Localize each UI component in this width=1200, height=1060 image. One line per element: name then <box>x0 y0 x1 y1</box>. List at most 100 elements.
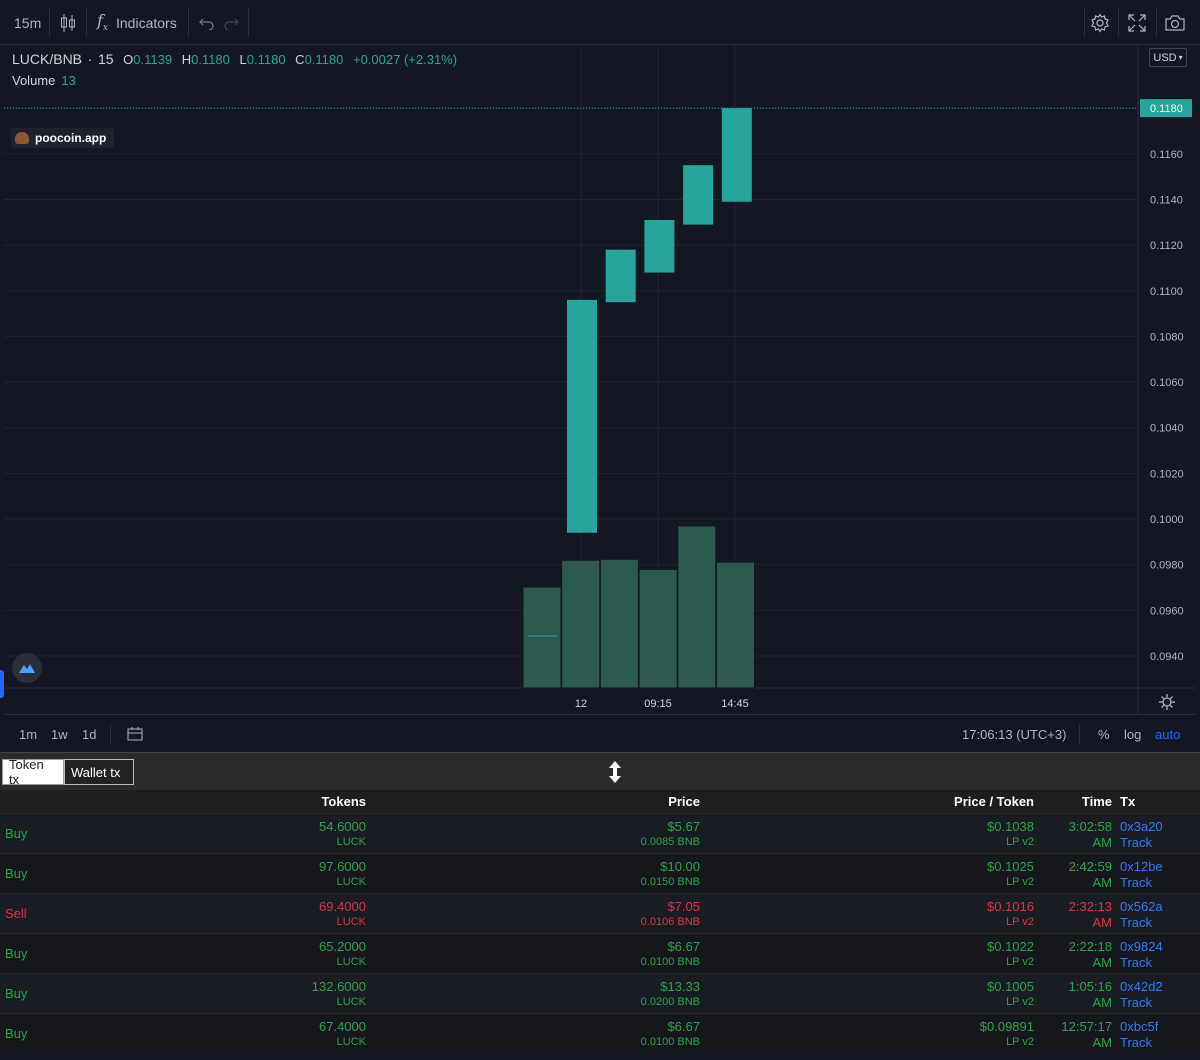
candle-body <box>567 299 597 533</box>
time-ampm: AM <box>1092 1034 1113 1050</box>
time-value: 12:57:17 <box>1061 1018 1112 1034</box>
clock-readout[interactable]: 17:06:13 (UTC+3) <box>962 715 1066 753</box>
price-per-token: $0.1016 <box>987 898 1034 914</box>
price-chart[interactable]: 0.0940 0.0960 0.0980 0.1000 0.1020 0.1040 0.10… <box>4 45 1196 752</box>
tx-hash-link[interactable]: 0xbc5f <box>1120 1018 1159 1034</box>
price-per-token-cell: $0.1025 LP v2 <box>700 853 1034 893</box>
vertical-resize-icon[interactable] <box>608 760 622 789</box>
toolbar-divider <box>1156 8 1157 37</box>
candle-body <box>644 219 675 273</box>
last-price-label: 0.1180 <box>1150 103 1183 115</box>
tokens-cell: 65.2000 LUCK <box>80 933 366 973</box>
camera-icon[interactable] <box>1164 0 1186 45</box>
volume-bar <box>716 561 755 689</box>
panel-divider: Token tx Wallet tx <box>0 752 1200 790</box>
time-cell: 3:02:58 AM <box>1034 813 1112 853</box>
table-row: Buy 54.6000 LUCK $5.67 0.0085 BNB $0.1038 LP v… <box>0 813 1200 853</box>
time-cell: 2:32:13 AM <box>1034 893 1112 933</box>
token-amount: 54.6000 <box>319 818 366 834</box>
volume-bar <box>599 558 639 689</box>
track-link[interactable]: Track <box>1120 954 1153 970</box>
change-value: +0.0027 (+2.31%) <box>352 52 458 67</box>
auto-toggle[interactable]: auto <box>1155 715 1180 753</box>
toolbar-divider <box>49 8 50 37</box>
tx-cell: 0xbc5f Track <box>1112 1013 1200 1053</box>
tokens-header: Tokens <box>80 790 366 813</box>
time-cell: 2:22:18 AM <box>1034 933 1112 973</box>
tab-label: Wallet tx <box>71 764 121 780</box>
candle-body <box>605 249 636 303</box>
undo-icon[interactable] <box>198 0 214 45</box>
poop-icon <box>15 132 29 144</box>
range-1m-button[interactable]: 1m <box>19 715 37 753</box>
time-value: 3:02:58 <box>1068 818 1112 834</box>
fullscreen-icon[interactable] <box>1128 0 1146 45</box>
tab-wallet-tx[interactable]: Wallet tx <box>64 759 134 785</box>
percent-toggle[interactable]: % <box>1098 715 1110 753</box>
tx-hash-link[interactable]: 0x42d2 <box>1120 978 1163 994</box>
tradingview-logo-icon[interactable] <box>12 653 42 683</box>
watermark: poocoin.app <box>11 128 115 148</box>
fx-icon: fx <box>97 11 108 34</box>
range-1w-button[interactable]: 1w <box>51 715 68 753</box>
time-ampm: AM <box>1092 914 1113 930</box>
volume-bar <box>561 559 601 689</box>
track-link[interactable]: Track <box>1120 1034 1153 1050</box>
price-cell: $13.33 0.0200 BNB <box>366 973 700 1013</box>
y-tick-label: 0.0960 <box>1150 605 1184 617</box>
time-value: 1:05:16 <box>1068 978 1112 994</box>
gear-icon[interactable] <box>1090 0 1110 45</box>
table-row: Buy 97.6000 LUCK $10.00 0.0150 BNB $0.1025 LP … <box>0 853 1200 893</box>
tx-type-label: Buy <box>5 1025 28 1041</box>
range-1d-button[interactable]: 1d <box>82 715 96 753</box>
high-value: 0.1180 <box>191 52 230 67</box>
toolbar-divider <box>1118 8 1119 37</box>
candles-icon[interactable] <box>60 0 76 45</box>
token-amount: 65.2000 <box>319 938 366 954</box>
price-per-token-cell: $0.1038 LP v2 <box>700 813 1034 853</box>
y-tick-label: 0.1060 <box>1150 377 1184 389</box>
track-link[interactable]: Track <box>1120 994 1153 1010</box>
time-cell: 1:05:16 AM <box>1034 973 1112 1013</box>
table-row: Buy 132.6000 LUCK $13.33 0.0200 BNB $0.1005 LP… <box>0 973 1200 1013</box>
redo-icon[interactable] <box>224 0 240 45</box>
lp-version: LP v2 <box>1006 915 1034 928</box>
toolbar-divider <box>188 8 189 37</box>
chart-canvas[interactable]: 0.0940 0.0960 0.0980 0.1000 0.1020 0.1040 0.10… <box>4 45 1196 714</box>
ohlc-legend: LUCK/BNB · 15 O0.1139 H0.1180 L0.1180 C0… <box>12 51 457 67</box>
price-bnb: 0.0106 BNB <box>640 915 700 928</box>
token-symbol: LUCK <box>336 955 366 968</box>
tx-header: Tx <box>1112 790 1200 813</box>
resize-handle[interactable] <box>0 670 4 698</box>
tab-token-tx[interactable]: Token tx <box>2 757 64 787</box>
track-link[interactable]: Track <box>1120 874 1153 890</box>
toolbar-divider <box>248 8 249 37</box>
y-tick-label: 0.1040 <box>1150 423 1184 435</box>
tx-hash-link[interactable]: 0x12be <box>1120 858 1163 874</box>
tx-hash-link[interactable]: 0x562a <box>1120 898 1163 914</box>
time-value: 2:22:18 <box>1068 938 1112 954</box>
lp-version: LP v2 <box>1006 1035 1034 1048</box>
calendar-icon[interactable] <box>127 715 143 753</box>
chevron-down-icon: ▾ <box>1178 53 1183 62</box>
interval-button[interactable]: 15m <box>14 0 41 45</box>
watermark-label: poocoin.app <box>35 131 107 145</box>
tx-hash-link[interactable]: 0x3a20 <box>1120 818 1163 834</box>
track-link[interactable]: Track <box>1120 834 1153 850</box>
scale-settings-icon[interactable] <box>1159 694 1175 710</box>
price-cell: $5.67 0.0085 BNB <box>366 813 700 853</box>
candle-body <box>721 108 752 202</box>
tx-hash-link[interactable]: 0x9824 <box>1120 938 1163 954</box>
time-cell: 2:42:59 AM <box>1034 853 1112 893</box>
track-link[interactable]: Track <box>1120 914 1153 930</box>
auto-label: auto <box>1155 726 1181 742</box>
currency-select[interactable]: USD ▾ <box>1149 48 1187 67</box>
symbol-label: LUCK/BNB <box>12 51 83 67</box>
indicators-button[interactable]: fx Indicators <box>97 0 177 45</box>
price-usd: $13.33 <box>660 978 700 994</box>
log-label: log <box>1124 726 1142 742</box>
time-cell: 12:57:17 AM <box>1034 1013 1112 1053</box>
time-ampm: AM <box>1092 834 1113 850</box>
log-toggle[interactable]: log <box>1124 715 1141 753</box>
low-value: 0.1180 <box>246 52 286 67</box>
